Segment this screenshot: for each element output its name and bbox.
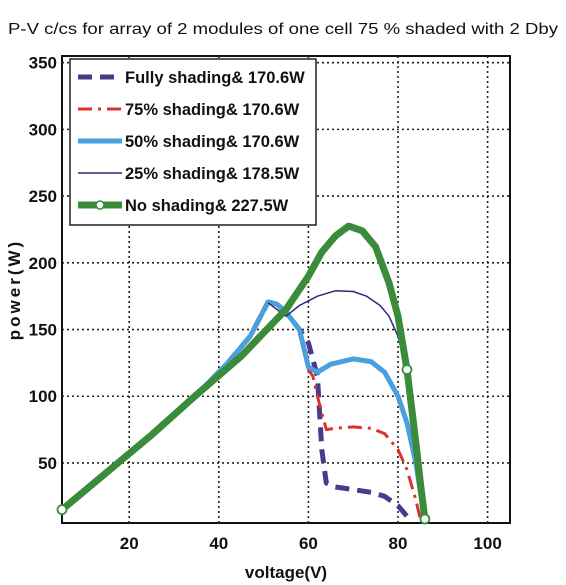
- y-tick-label: 50: [38, 454, 57, 473]
- series-line-4: [59, 222, 429, 520]
- legend-label: 75% shading& 170.6W: [125, 101, 300, 119]
- series-layer: [56, 222, 431, 525]
- series-marker: [56, 504, 68, 516]
- x-tick-label: 20: [120, 534, 139, 553]
- legend-label: 25% shading& 178.5W: [125, 165, 300, 183]
- axis-ticks: 20 40 60 80 100 50 100 150 200 250 300 350: [29, 54, 502, 553]
- legend-marker: [95, 200, 105, 210]
- legend-label: 50% shading& 170.6W: [125, 133, 300, 151]
- y-tick-label: 100: [29, 387, 57, 406]
- y-tick-label: 300: [29, 120, 57, 139]
- y-tick-label: 200: [29, 254, 57, 273]
- chart-title: P-V c/cs for array of 2 modules of one c…: [8, 21, 558, 38]
- x-axis-label: voltage(V): [245, 563, 327, 582]
- x-tick-label: 80: [389, 534, 408, 553]
- x-tick-label: 40: [209, 534, 228, 553]
- y-tick-label: 250: [29, 187, 57, 206]
- x-tick-label: 100: [473, 534, 501, 553]
- y-tick-label: 150: [29, 321, 57, 340]
- series-line-1: [61, 300, 422, 520]
- x-tick-label: 60: [299, 534, 318, 553]
- legend-label: Fully shading& 170.6W: [125, 69, 305, 87]
- y-tick-label: 350: [29, 54, 57, 73]
- y-axis-label: power(W): [5, 239, 24, 340]
- series-marker: [401, 364, 413, 375]
- series-line-0: [60, 299, 414, 524]
- legend: Fully shading& 170.6W 75% shading& 170.6W…: [69, 58, 317, 226]
- series-marker: [419, 513, 431, 525]
- legend-label: No shading& 227.5W: [125, 197, 289, 215]
